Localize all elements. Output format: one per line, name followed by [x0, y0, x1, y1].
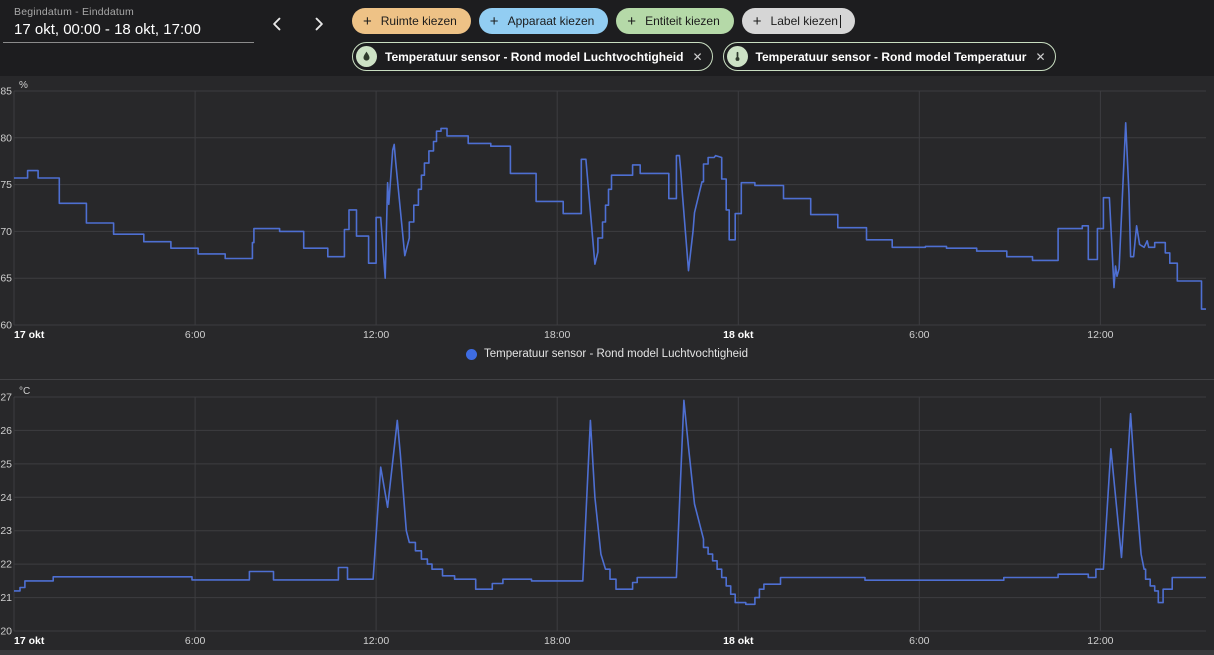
thermometer-icon: [735, 51, 739, 61]
next-period-button[interactable]: [305, 10, 333, 38]
chevron-left-icon: [273, 17, 281, 31]
x-tick-label: 6:00: [909, 329, 930, 341]
series-line: [14, 121, 1206, 310]
y-tick-label: 27: [0, 392, 12, 404]
y-tick-label: 25: [0, 458, 12, 470]
y-tick-label: 22: [0, 559, 12, 571]
plus-icon: +: [489, 12, 499, 30]
y-axis-unit: %: [19, 80, 28, 91]
y-tick-label: 24: [0, 492, 12, 504]
close-icon[interactable]: ✕: [692, 49, 703, 64]
y-tick-label: 80: [0, 132, 12, 144]
active-filter-chips: Temperatuur sensor - Rond model Luchtvoc…: [352, 42, 1056, 71]
filter-button-label: Ruimte kiezen: [380, 14, 457, 28]
bottom-strip: [0, 650, 1214, 655]
plus-icon: +: [752, 12, 762, 30]
y-tick-label: 60: [0, 320, 12, 332]
chip-label: Temperatuur sensor - Rond model Temperat…: [755, 49, 1027, 64]
y-tick-label: 23: [0, 525, 12, 537]
previous-period-button[interactable]: [263, 10, 291, 38]
add-label-filter-button[interactable]: + Label kiezen: [741, 8, 855, 34]
x-tick-label: 6:00: [185, 635, 206, 647]
chip-label: Temperatuur sensor - Rond model Luchtvoc…: [385, 49, 684, 64]
x-tick-label: 17 okt: [14, 329, 45, 341]
plus-icon: +: [363, 12, 372, 30]
x-tick-label: 18 okt: [723, 635, 754, 647]
date-range-field[interactable]: Begindatum - Einddatum 17 okt, 00:00 - 1…: [14, 6, 201, 38]
filter-button-label: Entiteit kiezen: [645, 14, 720, 28]
x-tick-label: 12:00: [363, 635, 389, 647]
y-axis-unit: °C: [19, 386, 30, 397]
y-tick-label: 70: [0, 226, 12, 238]
x-tick-label: 17 okt: [14, 635, 45, 647]
add-area-filter-button[interactable]: + Ruimte kiezen: [352, 8, 471, 34]
chevron-right-icon: [315, 17, 323, 31]
entity-avatar: [726, 46, 748, 67]
y-tick-label: 65: [0, 273, 12, 285]
x-tick-label: 18:00: [544, 635, 570, 647]
history-charts-card: 85 80 75 70 65 60 17 okt 6:00 12:00 18:00 18 okt 6:…: [0, 76, 1214, 655]
date-range-label: Begindatum - Einddatum: [14, 6, 134, 18]
y-tick-label: 21: [0, 592, 12, 604]
humidity-entity-chip[interactable]: Temperatuur sensor - Rond model Luchtvoc…: [352, 42, 713, 71]
y-tick-label: 26: [0, 425, 12, 437]
text-cursor: [839, 14, 841, 28]
x-tick-label: 6:00: [185, 329, 206, 341]
x-tick-label: 18 okt: [723, 329, 754, 341]
series-line: [14, 399, 1206, 606]
date-range-underline: [3, 42, 254, 43]
date-range-value: 17 okt, 00:00 - 18 okt, 17:00: [14, 21, 201, 38]
legend-dot: [465, 348, 477, 360]
humidity-icon: [363, 51, 370, 61]
x-tick-label: 12:00: [1087, 635, 1113, 647]
x-tick-label: 18:00: [544, 329, 570, 341]
x-tick-label: 12:00: [363, 329, 389, 341]
filter-button-label: Apparaat kiezen: [507, 14, 595, 28]
chart-divider: [0, 379, 1214, 380]
x-tick-label: 6:00: [909, 635, 930, 647]
y-tick-label: 85: [0, 86, 12, 98]
entity-avatar: [356, 46, 377, 67]
x-tick-label: 12:00: [1087, 329, 1113, 341]
filter-button-label: Label kiezen: [770, 14, 838, 28]
close-icon[interactable]: ✕: [1035, 49, 1046, 64]
temperature-entity-chip[interactable]: Temperatuur sensor - Rond model Temperat…: [722, 42, 1056, 71]
add-entity-filter-button[interactable]: + Entiteit kiezen: [616, 8, 734, 34]
filter-buttons: + Ruimte kiezen + Apparaat kiezen + Enti…: [352, 8, 855, 34]
plus-icon: +: [627, 12, 637, 30]
y-tick-label: 75: [0, 179, 12, 191]
humidity-legend[interactable]: Temperatuur sensor - Rond model Luchtvoc…: [0, 348, 1214, 360]
add-device-filter-button[interactable]: + Apparaat kiezen: [478, 8, 609, 34]
legend-label: Temperatuur sensor - Rond model Luchtvoc…: [483, 348, 748, 360]
y-tick-label: 20: [0, 626, 12, 638]
